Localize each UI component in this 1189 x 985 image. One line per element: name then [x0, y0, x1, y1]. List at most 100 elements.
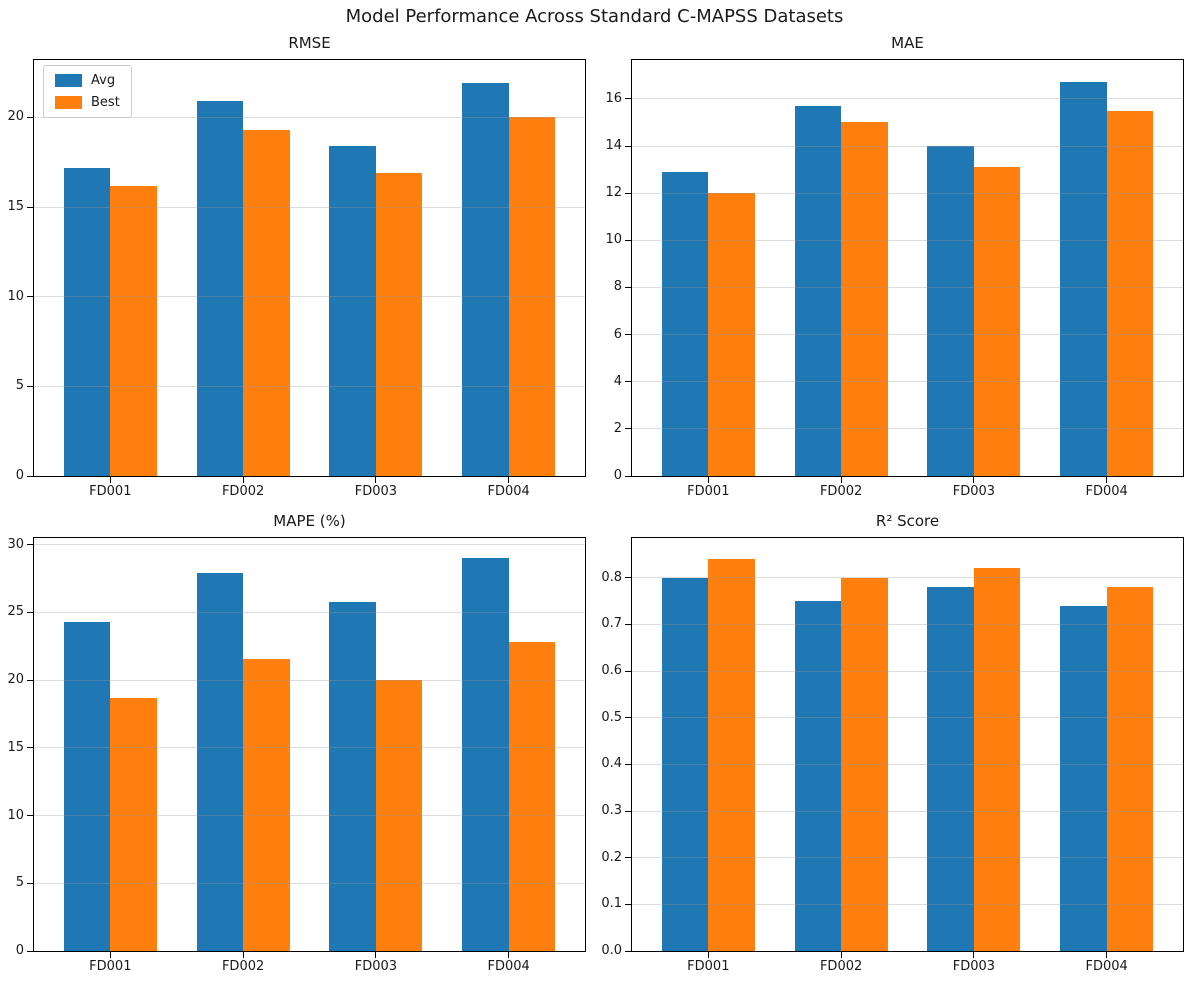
bar-best-fd004: [508, 642, 556, 951]
bar-avg-fd004: [1060, 605, 1107, 951]
y-tick-label: 14: [605, 138, 622, 154]
y-tick-label: 4: [613, 373, 622, 389]
bar-best-fd001: [708, 559, 755, 951]
gridline: [632, 670, 1183, 672]
y-tick-label: 15: [7, 739, 24, 755]
gridline: [632, 334, 1183, 336]
bar-best-fd002: [841, 122, 888, 476]
x-tick: [109, 952, 111, 958]
x-tick-label: FD004: [1085, 484, 1128, 499]
gridline: [632, 145, 1183, 147]
y-tick: [625, 192, 631, 194]
y-tick: [27, 544, 33, 546]
y-tick: [625, 670, 631, 672]
gridline: [632, 239, 1183, 241]
bar-best-fd004: [1106, 110, 1154, 476]
bar-avg-fd002: [196, 101, 244, 476]
bar-avg-fd003: [927, 146, 974, 476]
x-tick: [375, 477, 377, 483]
gridline: [632, 717, 1183, 719]
x-tick-label: FD003: [952, 959, 996, 974]
y-tick: [625, 857, 631, 859]
legend: Avg Best: [43, 65, 132, 118]
y-tick: [27, 611, 33, 613]
bar-best-fd003: [375, 680, 423, 951]
y-tick: [27, 747, 33, 749]
bar-best-fd004: [508, 117, 556, 476]
legend-swatch-best: [55, 96, 82, 109]
bar-avg-fd001: [661, 171, 709, 476]
y-tick-label: 25: [7, 604, 24, 620]
x-tick: [508, 477, 510, 483]
plot-title-mae: MAE: [891, 34, 924, 52]
bar-avg-fd002: [196, 573, 244, 951]
x-tick-label: FD003: [952, 484, 996, 499]
y-tick-label: 0.1: [601, 896, 622, 912]
legend-swatch-avg: [55, 74, 82, 87]
gridline: [632, 192, 1183, 194]
y-tick: [27, 475, 33, 477]
bar-best-fd002: [243, 129, 290, 476]
y-tick-label: 5: [15, 875, 24, 891]
gridline: [34, 296, 585, 298]
x-tick: [707, 477, 709, 483]
bar-avg-fd004: [1060, 82, 1107, 476]
x-tick: [109, 477, 111, 483]
gridline: [34, 815, 585, 817]
x-tick-label: FD004: [487, 959, 530, 974]
bar-best-fd002: [841, 577, 888, 951]
plot-title-rmse: RMSE: [288, 34, 331, 52]
x-tick-label: FD002: [221, 959, 265, 974]
gridline: [632, 428, 1183, 430]
x-tick: [1106, 477, 1108, 483]
y-tick-label: 10: [7, 807, 24, 823]
x-tick-label: FD002: [221, 484, 265, 499]
y-tick: [27, 679, 33, 681]
x-tick-label: FD001: [687, 959, 730, 974]
gridline: [632, 286, 1183, 288]
bar-avg-fd001: [661, 577, 709, 951]
y-tick: [625, 98, 631, 100]
plot-title-r2-score: R² Score: [875, 512, 940, 530]
x-tick: [840, 952, 842, 958]
y-tick-label: 0.7: [601, 616, 622, 632]
bar-avg-fd002: [794, 601, 842, 951]
gridline: [34, 747, 585, 749]
plot-area-mae: FD001 FD002 FD003 FD004 0 2 4 6 8 10 12 14 16: [605, 59, 1184, 499]
x-tick-label: FD002: [819, 484, 863, 499]
y-tick-label: 0: [15, 943, 24, 958]
bar-avg-fd001: [63, 621, 111, 951]
y-tick-label: 0.0: [601, 943, 622, 958]
y-tick-label: 0: [15, 468, 24, 483]
y-tick-label: 0.5: [601, 709, 622, 725]
gridline: [34, 679, 585, 681]
y-tick: [625, 903, 631, 905]
y-tick: [625, 239, 631, 241]
x-tick-label: FD001: [687, 484, 730, 499]
y-tick: [27, 882, 33, 884]
y-tick-label: 8: [613, 279, 622, 295]
plot-area-r2-score: FD001 FD002 FD003 FD004 0.0 0.1 0.2 0.3 0.4 0.5 0.…: [601, 537, 1184, 974]
x-tick-label: FD003: [354, 959, 398, 974]
bar-avg-fd002: [794, 105, 842, 476]
gridline: [34, 116, 585, 118]
gridline: [34, 611, 585, 613]
gridline: [632, 810, 1183, 812]
bar-best-fd003: [973, 167, 1021, 476]
bar-avg-fd001: [63, 167, 111, 476]
y-tick-label: 16: [605, 90, 622, 106]
y-tick-label: 15: [7, 199, 24, 215]
y-tick: [625, 810, 631, 812]
plot-title-mape: MAPE (%): [273, 512, 346, 530]
bar-avg-fd003: [329, 601, 376, 951]
gridline: [632, 763, 1183, 765]
y-tick: [625, 950, 631, 952]
bar-best-fd001: [110, 185, 157, 476]
x-tick-label: FD004: [487, 484, 530, 499]
y-tick: [27, 206, 33, 208]
x-tick: [1106, 952, 1108, 958]
gridline: [632, 98, 1183, 100]
y-tick: [625, 717, 631, 719]
gridline: [34, 385, 585, 387]
bar-best-fd003: [973, 568, 1021, 951]
